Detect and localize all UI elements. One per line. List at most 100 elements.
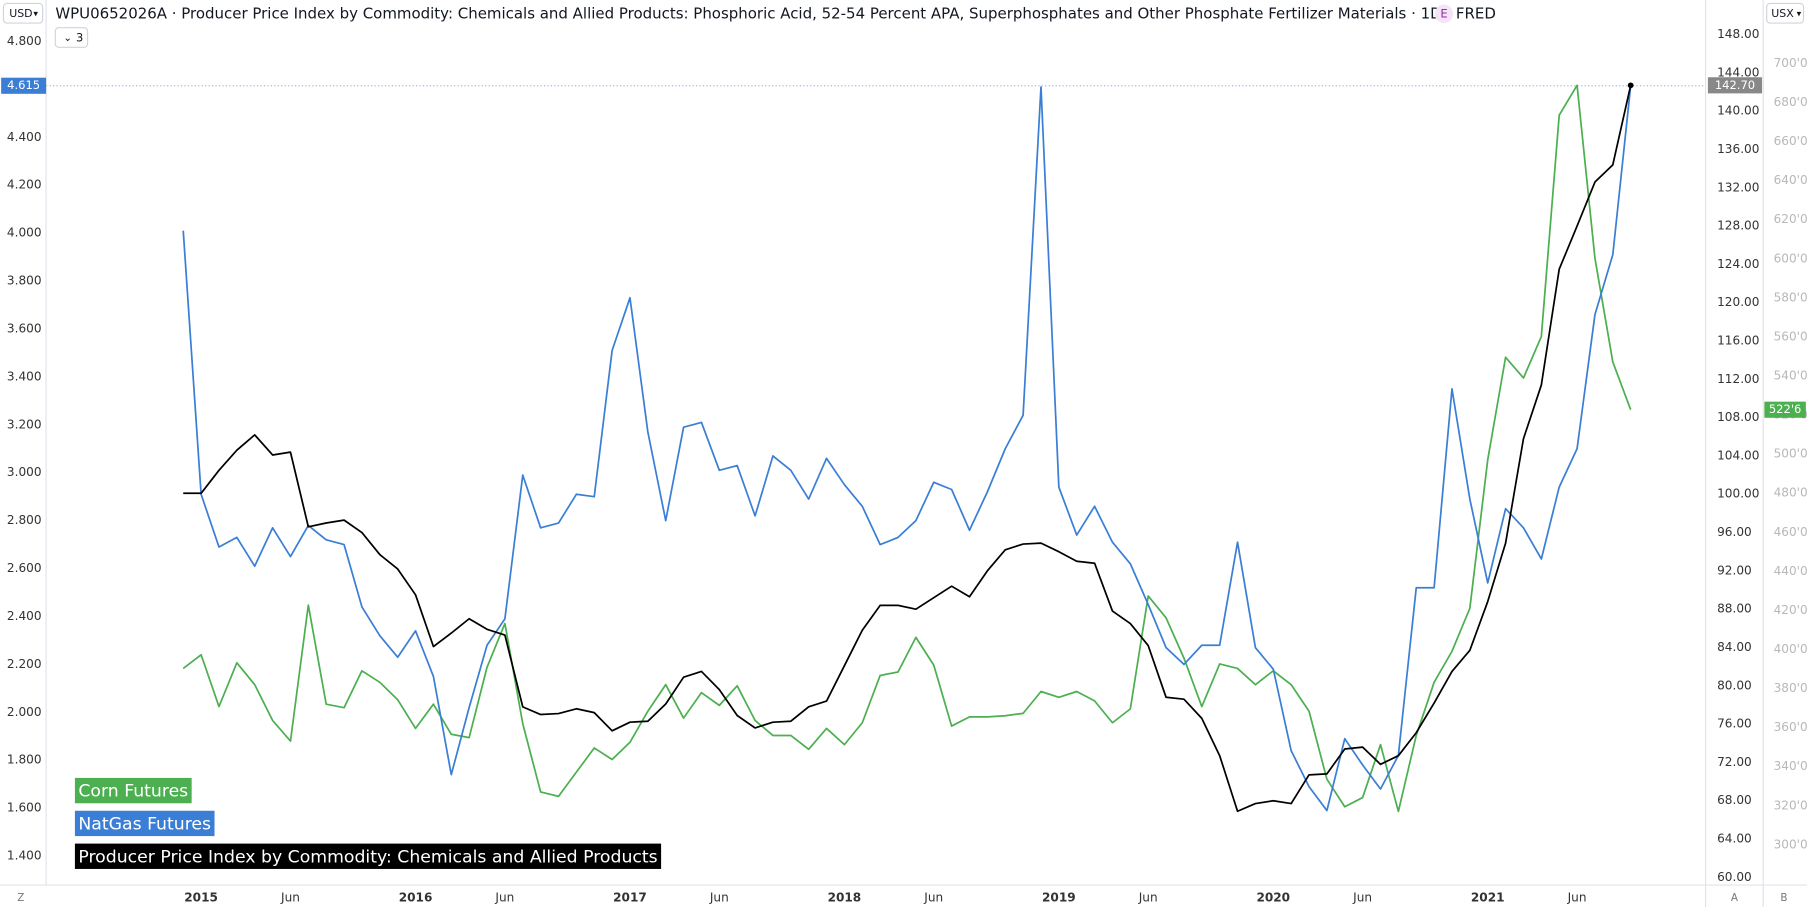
y-tick-label: 116.00 xyxy=(1717,334,1759,348)
y-tick-label: 440'0 xyxy=(1774,564,1807,578)
scale-button[interactable]: B xyxy=(1780,892,1787,904)
x-tick-label: Jun xyxy=(1138,890,1158,904)
y-tick-label: 700'0 xyxy=(1774,56,1807,70)
y-tick-label: 3.000 xyxy=(7,465,42,479)
y-tick-label: 360'0 xyxy=(1774,720,1807,734)
y-tick-label: 140.00 xyxy=(1717,104,1759,118)
y-tick-label: 580'0 xyxy=(1774,290,1807,304)
y-tick-label: 480'0 xyxy=(1774,486,1807,500)
y-tick-label: 108.00 xyxy=(1717,410,1759,424)
legend-item: Producer Price Index by Commodity: Chemi… xyxy=(74,843,662,869)
price-badge-label: 522'6 xyxy=(1769,402,1801,416)
y-tick-label: 420'0 xyxy=(1774,603,1807,617)
x-tick-label: 2018 xyxy=(828,890,862,904)
y-tick-label: 2.400 xyxy=(7,609,42,623)
currency-label[interactable]: USX xyxy=(1771,7,1794,20)
y-tick-label: 2.600 xyxy=(7,561,42,575)
x-tick-label: Jun xyxy=(1567,890,1587,904)
currency-button[interactable] xyxy=(2,2,44,24)
y-tick-label: 340'0 xyxy=(1774,759,1807,773)
legend-swatch xyxy=(74,777,192,804)
dropdown-arrow[interactable]: ▾ xyxy=(33,8,38,19)
x-tick-label: 2020 xyxy=(1256,890,1290,904)
y-tick-label: 4.200 xyxy=(7,178,42,192)
y-tick-label: 2.200 xyxy=(7,657,42,671)
price-badge xyxy=(1,77,47,94)
x-tick-label: Jun xyxy=(280,890,300,904)
last-point xyxy=(1627,82,1634,89)
y-tick-label: 320'0 xyxy=(1774,798,1807,812)
y-tick-label: 120.00 xyxy=(1717,295,1759,309)
y-tick-label: 500'0 xyxy=(1774,447,1807,461)
y-tick-label: 3.600 xyxy=(7,321,42,335)
chart-title: WPU0652026A · Producer Price Index by Co… xyxy=(55,4,1496,22)
legend-swatch xyxy=(74,810,215,837)
y-tick-label: 560'0 xyxy=(1774,329,1807,343)
y-tick-label: 144.00 xyxy=(1717,65,1759,79)
y-tick-label: 1.400 xyxy=(7,849,42,863)
y-tick-label: 300'0 xyxy=(1774,837,1807,851)
y-tick-label: 132.00 xyxy=(1717,180,1759,194)
y-tick-label: 2.800 xyxy=(7,513,42,527)
y-tick-label: 72.00 xyxy=(1717,755,1752,769)
y-tick-label: 104.00 xyxy=(1717,448,1759,462)
y-tick-label: 3.200 xyxy=(7,417,42,431)
collapse-count[interactable]: 3 xyxy=(76,31,83,45)
collapse-button[interactable] xyxy=(54,27,89,48)
y-tick-label: 1.600 xyxy=(7,801,42,815)
y-tick-label: 76.00 xyxy=(1717,717,1752,731)
y-tick-label: 64.00 xyxy=(1717,832,1752,846)
price-badge xyxy=(1707,77,1763,94)
indicator-badge-bg[interactable] xyxy=(1434,4,1454,24)
x-tick-label: 2015 xyxy=(184,890,218,904)
collapse-arrow[interactable]: ⌄ xyxy=(63,32,72,44)
y-tick-label: 540'0 xyxy=(1774,369,1807,383)
indicator-badge[interactable]: E xyxy=(1440,6,1447,20)
y-tick-label: 68.00 xyxy=(1717,793,1752,807)
x-tick-label: 2016 xyxy=(399,890,433,904)
y-tick-label: 84.00 xyxy=(1717,640,1752,654)
x-tick-label: Jun xyxy=(494,890,514,904)
y-tick-label: 4.000 xyxy=(7,226,42,240)
y-tick-label: 3.800 xyxy=(7,274,42,288)
x-tick-label: Jun xyxy=(923,890,943,904)
y-tick-label: 680'0 xyxy=(1774,95,1807,109)
currency-button[interactable] xyxy=(1766,2,1805,24)
currency-label[interactable]: USD xyxy=(9,7,32,20)
y-tick-label: 3.400 xyxy=(7,369,42,383)
series-line xyxy=(183,85,1632,813)
y-tick-label: 400'0 xyxy=(1774,642,1807,656)
y-tick-label: 112.00 xyxy=(1717,372,1759,386)
y-tick-label: 4.400 xyxy=(7,130,42,144)
price-badge-label: 4.615 xyxy=(7,78,40,92)
y-tick-label: 620'0 xyxy=(1774,212,1807,226)
price-badge xyxy=(1764,401,1806,418)
dropdown-arrow[interactable]: ▾ xyxy=(1797,8,1802,19)
y-tick-label: 128.00 xyxy=(1717,219,1759,233)
zoom-button[interactable]: Z xyxy=(17,892,24,904)
legend-swatch xyxy=(74,843,662,869)
y-tick-label: 124.00 xyxy=(1717,257,1759,271)
y-tick-label: 660'0 xyxy=(1774,134,1807,148)
y-tick-label: 100.00 xyxy=(1717,487,1759,501)
y-tick-label: 60.00 xyxy=(1717,870,1752,884)
x-tick-label: Jun xyxy=(1352,890,1372,904)
legend-label: Producer Price Index by Commodity: Chemi… xyxy=(78,847,657,867)
legend-label: Corn Futures xyxy=(78,782,188,802)
y-tick-label: 80.00 xyxy=(1717,678,1752,692)
y-tick-label: 640'0 xyxy=(1774,173,1807,187)
y-tick-label: 92.00 xyxy=(1717,563,1752,577)
y-tick-label: 88.00 xyxy=(1717,602,1752,616)
y-tick-label: 2.000 xyxy=(7,705,42,719)
legend-item: NatGas Futures xyxy=(74,810,215,837)
y-tick-label: 148.00 xyxy=(1717,27,1759,41)
y-tick-label: 1.800 xyxy=(7,753,42,767)
y-tick-label: 96.00 xyxy=(1717,525,1752,539)
x-tick-label: 2021 xyxy=(1471,890,1505,904)
y-tick-label: 4.800 xyxy=(7,34,42,48)
x-tick-label: 2019 xyxy=(1042,890,1076,904)
auto-scale-button[interactable]: A xyxy=(1731,892,1738,904)
series-line xyxy=(182,85,1632,812)
